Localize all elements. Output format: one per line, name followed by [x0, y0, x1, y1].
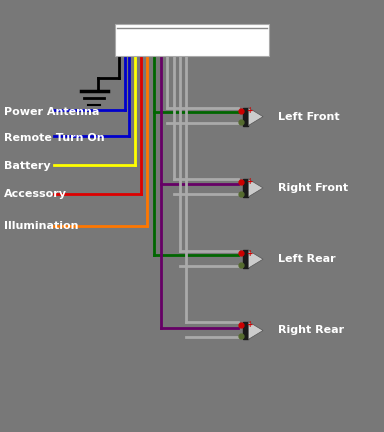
Bar: [243, 179, 248, 197]
Bar: [243, 321, 248, 340]
Text: Power Antenna: Power Antenna: [4, 107, 99, 118]
Bar: [115, 24, 269, 56]
Text: Left Front: Left Front: [278, 111, 340, 122]
Text: +: +: [246, 106, 252, 115]
Polygon shape: [248, 179, 263, 197]
Text: Right Front: Right Front: [278, 183, 349, 193]
Text: Remote Turn On: Remote Turn On: [4, 133, 104, 143]
Text: +: +: [246, 248, 252, 257]
Text: Battery: Battery: [4, 161, 50, 172]
Text: +: +: [246, 320, 252, 329]
Text: Left Rear: Left Rear: [278, 254, 336, 264]
Polygon shape: [248, 321, 263, 340]
Polygon shape: [248, 250, 263, 268]
Polygon shape: [248, 108, 263, 126]
Text: +: +: [246, 177, 252, 186]
Text: Accessory: Accessory: [4, 189, 67, 200]
Text: Illumination: Illumination: [4, 220, 78, 231]
Text: Right Rear: Right Rear: [278, 325, 344, 336]
Bar: [243, 250, 248, 268]
Bar: [243, 108, 248, 126]
